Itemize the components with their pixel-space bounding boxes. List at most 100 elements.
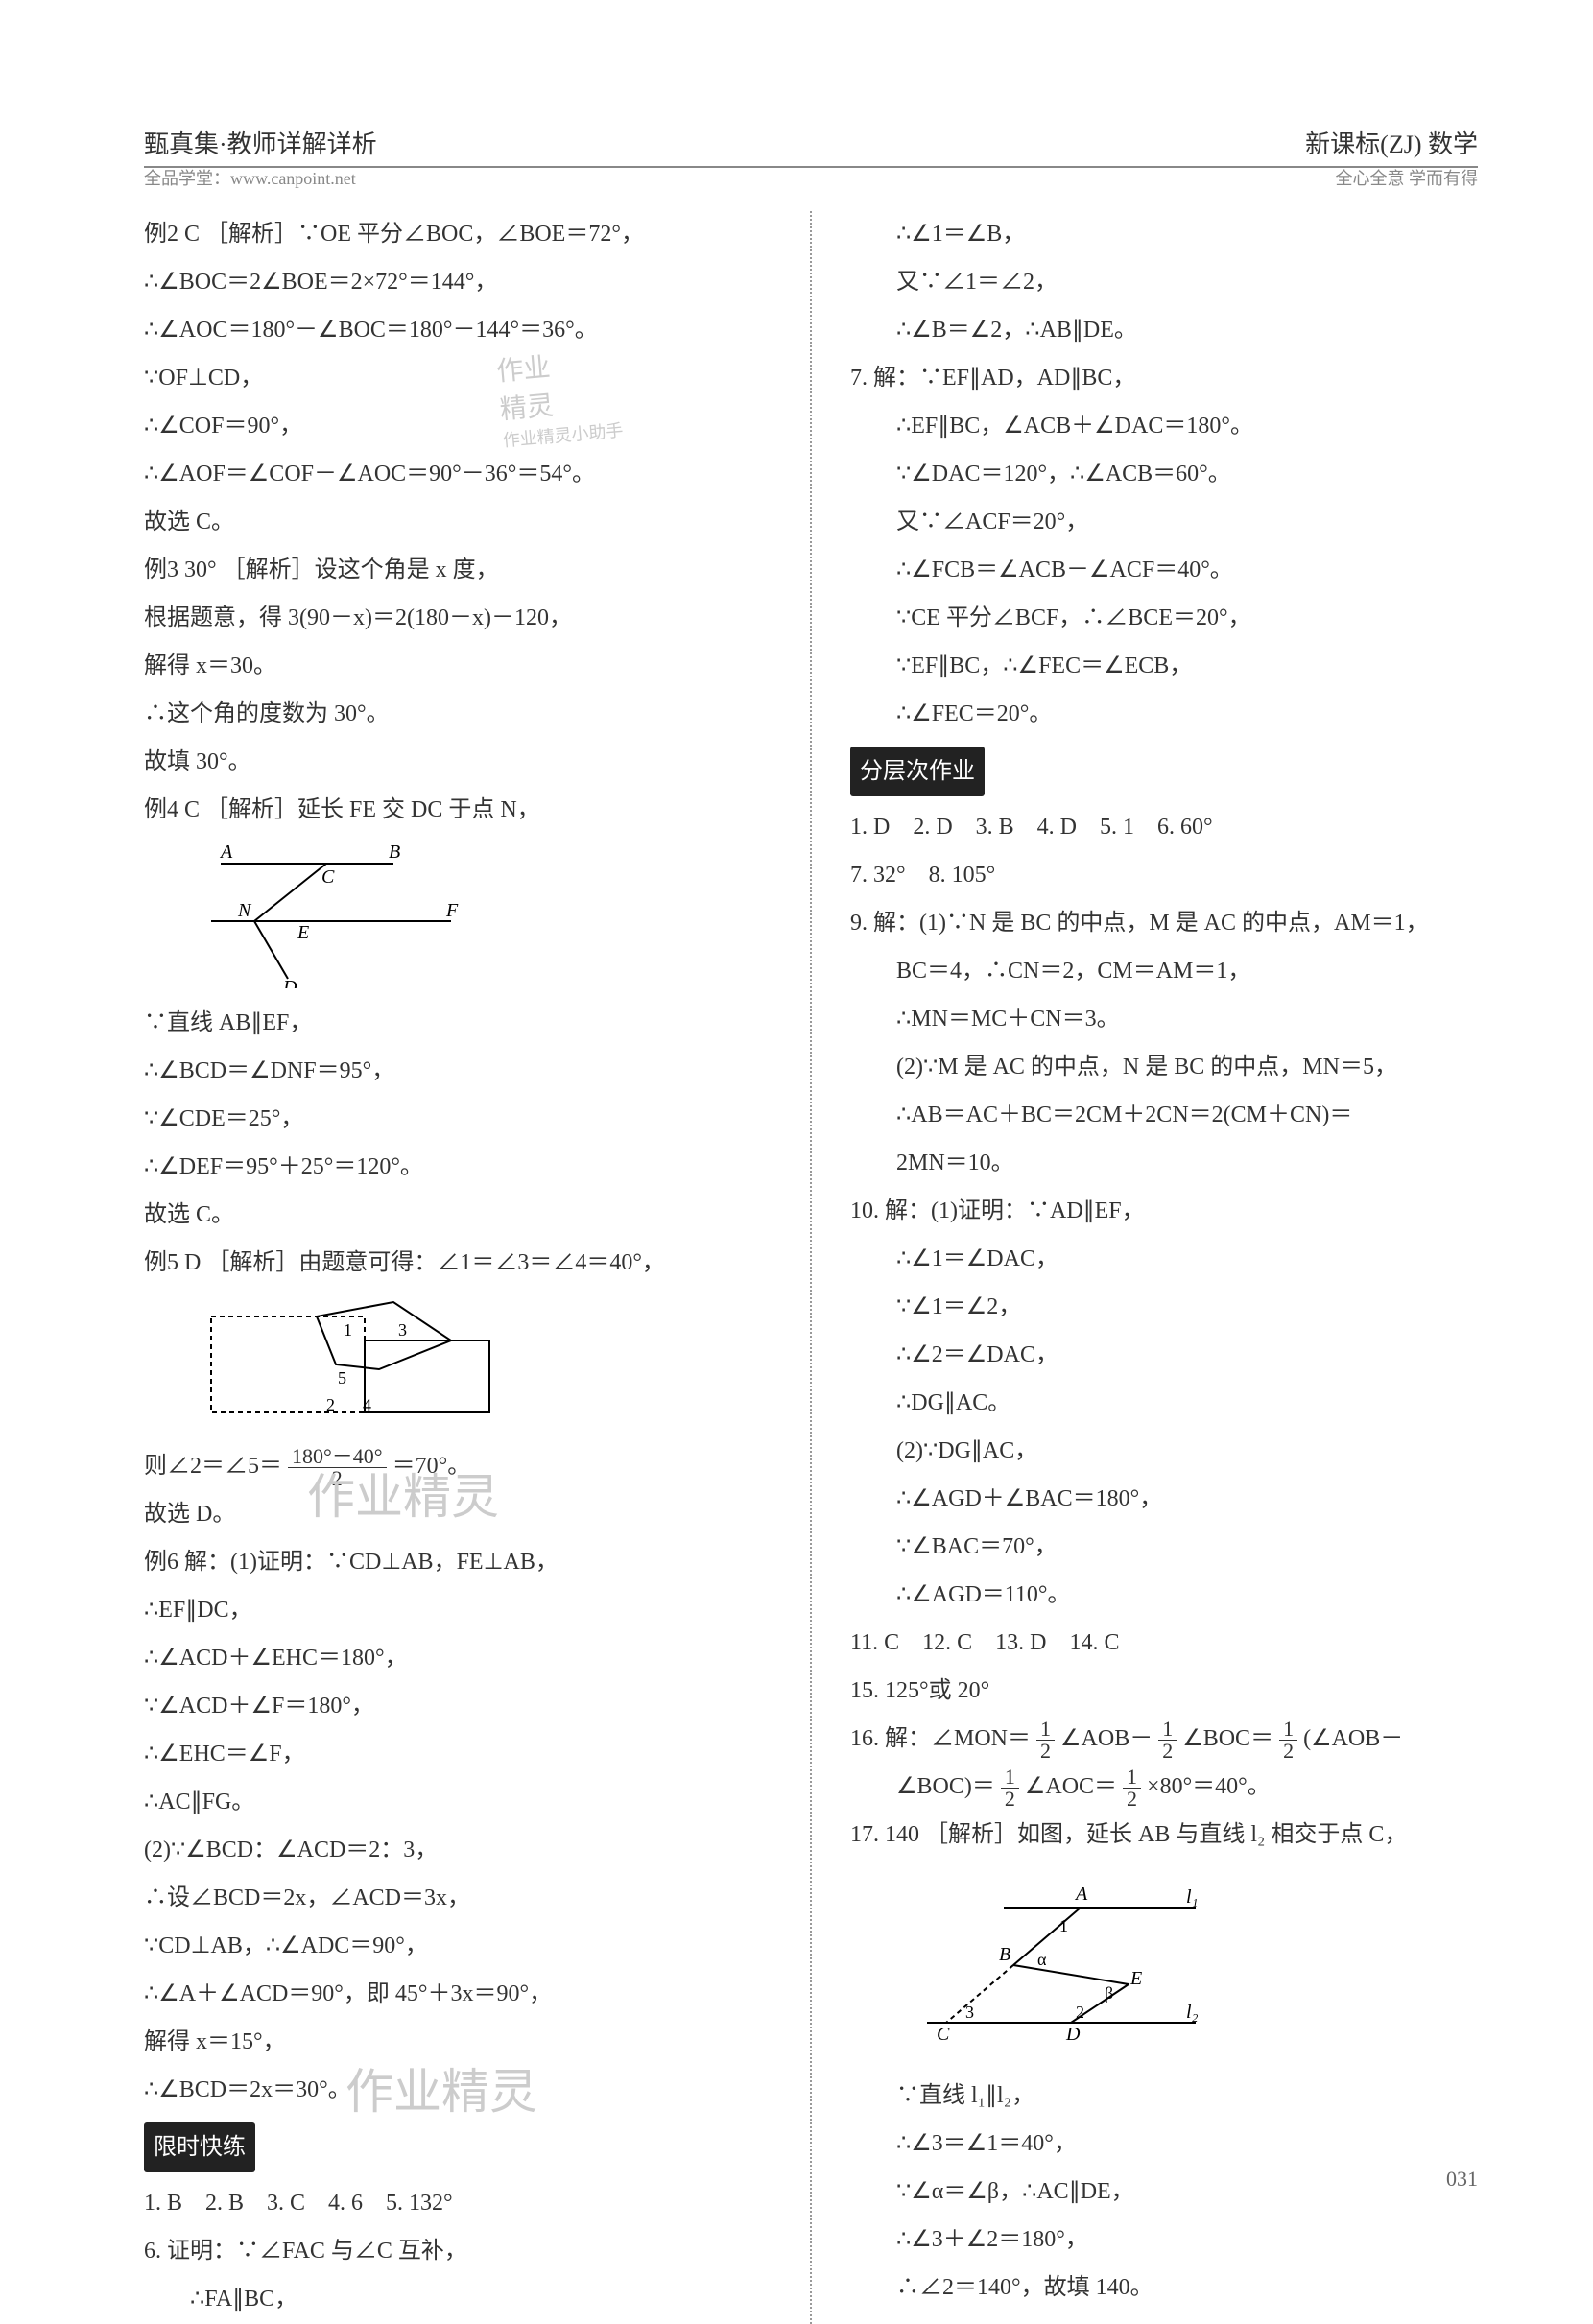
header-sub-right: 全心全意 学而有得 <box>1336 165 1479 190</box>
svg-text:E: E <box>1129 1968 1142 1989</box>
svg-text:C: C <box>321 866 335 888</box>
example-line: 6. 证明：∵∠FAC 与∠C 互补， <box>144 2228 772 2274</box>
example-line: ∴∠AGD＋∠BAC＝180°， <box>850 1476 1478 1522</box>
example-line: ∴∠AOC＝180°－∠BOC＝180°－144°＝36°。 <box>144 307 772 353</box>
fraction: 12 <box>1123 1767 1141 1810</box>
example-line: BC＝4，∴CN＝2，CM＝AM＝1， <box>850 948 1478 994</box>
answer-line: 11. C 12. C 13. D 14. C <box>850 1620 1478 1666</box>
example-line: ∴AC∥FG。 <box>144 1779 772 1825</box>
example-line: ∴∠1＝∠B， <box>850 211 1478 257</box>
header-title-left: 甄真集·教师详解详析 <box>144 125 377 160</box>
example-line: ∴AB＝AC＋BC＝2CM＋2CN＝2(CM＋CN)＝ <box>850 1092 1478 1138</box>
example-line: ∴DG∥AC。 <box>850 1380 1478 1426</box>
svg-text:2: 2 <box>326 1395 335 1414</box>
header-title-right: 新课标(ZJ) 数学 <box>1305 125 1478 160</box>
example-line: 又∵∠ACF＝20°， <box>850 499 1478 545</box>
page-header: 甄真集·教师详解详析 新课标(ZJ) 数学 <box>144 125 1478 168</box>
fraction: 12 <box>1158 1719 1177 1762</box>
answer-line: 1. D 2. D 3. B 4. D 5. 1 6. 60° <box>850 804 1478 850</box>
text: 16. 解：∠MON＝ <box>850 1726 1031 1751</box>
example-line: 例2 C ［解析］∵OE 平分∠BOC，∠BOE＝72°， <box>144 211 772 257</box>
example-line: ∵EF∥BC，∴∠FEC＝∠ECB， <box>850 643 1478 689</box>
example-line: ∵∠1＝∠2， <box>850 1284 1478 1330</box>
svg-text:A: A <box>1074 1884 1088 1905</box>
svg-text:1: 1 <box>1059 1916 1068 1935</box>
example-line: 2MN＝10。 <box>850 1140 1478 1186</box>
example-line: 解得 x＝30。 <box>144 643 772 689</box>
example-line: 9. 解：(1)∵N 是 BC 的中点，M 是 AC 的中点，AM＝1， <box>850 900 1478 946</box>
example-line: 根据题意，得 3(90－x)＝2(180－x)－120， <box>144 595 772 641</box>
example-line: ∴EF∥BC，∠ACB＋∠DAC＝180°。 <box>850 403 1478 449</box>
diagram-ex5: 1 3 2 4 5 <box>202 1297 772 1432</box>
example-line: ∵直线 AB∥EF， <box>144 1000 772 1046</box>
example-line: (2)∵DG∥AC， <box>850 1428 1478 1474</box>
text: 则∠2＝∠5＝ <box>144 1454 282 1479</box>
section-heading: 限时快练 <box>144 2122 255 2172</box>
example-line: (2)∵M 是 AC 的中点，N 是 BC 的中点，MN＝5， <box>850 1044 1478 1090</box>
example-line: ∴∠EHC＝∠F， <box>144 1731 772 1777</box>
example-line: 例5 D ［解析］由题意可得：∠1＝∠3＝∠4＝40°， <box>144 1240 772 1286</box>
example-line: 例3 30° ［解析］设这个角是 x 度， <box>144 547 772 593</box>
example-line: ∴∠FEC＝20°。 <box>850 691 1478 737</box>
main-content: 例2 C ［解析］∵OE 平分∠BOC，∠BOE＝72°， ∴∠BOC＝2∠BO… <box>144 211 1478 2324</box>
example-line: ∴∠BCD＝∠DNF＝95°， <box>144 1048 772 1094</box>
svg-text:α: α <box>1037 1950 1047 1969</box>
svg-text:B: B <box>999 1944 1010 1965</box>
svg-text:3: 3 <box>965 2003 974 2022</box>
svg-text:B: B <box>389 844 400 863</box>
answer-line: 7. 32° 8. 105° <box>850 852 1478 898</box>
example-line: 16. 解：∠MON＝ 12 ∠AOB－ 12 ∠BOC＝ 12 (∠AOB－ <box>850 1716 1478 1762</box>
svg-text:5: 5 <box>338 1368 346 1387</box>
fraction: 12 <box>1001 1767 1019 1810</box>
svg-text:E: E <box>297 922 309 943</box>
example-line: ∴MN＝MC＋CN＝3。 <box>850 996 1478 1042</box>
example-line: ∠BOC)＝ 12 ∠AOC＝ 12 ×80°＝40°。 <box>850 1764 1478 1810</box>
example-line: ∵CD⊥AB，∴∠ADC＝90°， <box>144 1923 772 1969</box>
example-line: ∵直线 l₁∥l₂， <box>850 2073 1478 2119</box>
example-line: ∵∠α＝∠β，∴AC∥DE， <box>850 2169 1478 2215</box>
svg-text:2: 2 <box>1076 2003 1084 2022</box>
point-label: A <box>219 844 233 863</box>
example-line: ∴这个角的度数为 30°。 <box>144 691 772 737</box>
example-line: 例4 C ［解析］延长 FE 交 DC 于点 N， <box>144 787 772 833</box>
svg-text:4: 4 <box>363 1395 371 1414</box>
example-line: 7. 解：∵EF∥AD，AD∥BC， <box>850 355 1478 401</box>
svg-text:l₁: l₁ <box>1186 1886 1199 1908</box>
example-line: ∴∠3＋∠2＝180°， <box>850 2217 1478 2263</box>
fraction: 12 <box>1279 1719 1297 1762</box>
example-line: 故选 C。 <box>144 1192 772 1238</box>
svg-text:C: C <box>937 2024 950 2045</box>
example-line: ∴∠COF＝90°， <box>144 403 772 449</box>
example-line: ∴FA∥BC， <box>144 2276 772 2322</box>
svg-text:F: F <box>445 900 459 921</box>
example-line: ∴∠AOF＝∠COF－∠AOC＝90°－36°＝54°。 <box>144 451 772 497</box>
example-line: 10. 解：(1)证明：∵AD∥EF， <box>850 1188 1478 1234</box>
example-line: ∴设∠BCD＝2x，∠ACD＝3x， <box>144 1875 772 1921</box>
svg-text:3: 3 <box>398 1320 407 1340</box>
fraction: 12 <box>1036 1719 1055 1762</box>
text: ∠BOC＝ <box>1182 1726 1273 1751</box>
example-line: ∴∠BOC＝2∠BOE＝2×72°＝144°， <box>144 259 772 305</box>
example-line: ∵∠BAC＝70°， <box>850 1524 1478 1570</box>
header-sub-left: 全品学堂：www.canpoint.net <box>144 165 356 190</box>
example-line: 故填 30°。 <box>144 739 772 785</box>
section-heading: 分层次作业 <box>850 747 985 796</box>
example-line: (2)∵∠BCD：∠ACD＝2：3， <box>144 1827 772 1873</box>
text: ∠AOC＝ <box>1025 1774 1117 1799</box>
text: ∠AOB－ <box>1060 1726 1153 1751</box>
svg-text:l₂: l₂ <box>1186 2002 1199 2023</box>
example-line: 又∵∠1＝∠2， <box>850 259 1478 305</box>
svg-text:1: 1 <box>344 1320 352 1340</box>
example-line: ∵∠ACD＋∠F＝180°， <box>144 1683 772 1729</box>
right-column: ∴∠1＝∠B， 又∵∠1＝∠2， ∴∠B＝∠2，∴AB∥DE。 7. 解：∵EF… <box>850 211 1478 2324</box>
example-line: 例6 解：(1)证明：∵CD⊥AB，FE⊥AB， <box>144 1539 772 1585</box>
diagram-ex4: A B N E F D C <box>202 844 772 988</box>
example-line: 故选 C。 <box>144 499 772 545</box>
example-line: ∵CE 平分∠BCF，∴∠BCE＝20°， <box>850 595 1478 641</box>
page-number: 031 <box>1446 2167 1478 2192</box>
column-divider <box>810 211 812 2324</box>
example-line: ∵∠CDE＝25°， <box>144 1096 772 1142</box>
example-line: ∴∠2＝∠DAC， <box>850 1332 1478 1378</box>
example-line: ∴∠3＝∠1＝40°， <box>850 2121 1478 2167</box>
svg-text:β: β <box>1105 1983 1113 2003</box>
